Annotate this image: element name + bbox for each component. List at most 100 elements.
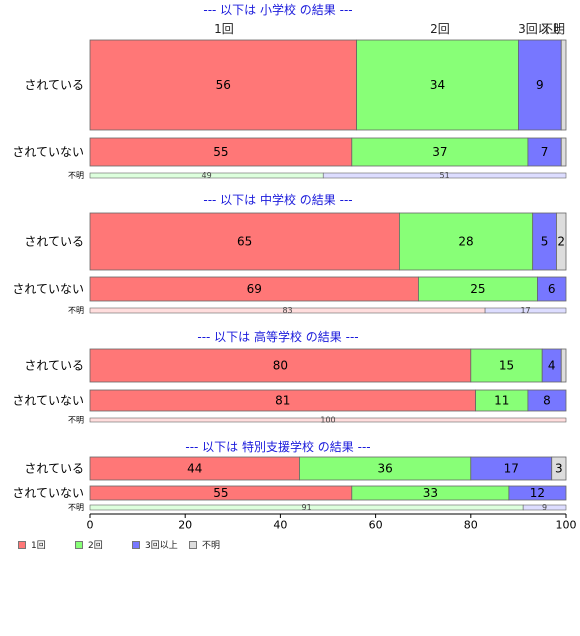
bar-segment — [398, 212, 534, 271]
data-label: 9 — [542, 503, 547, 512]
bar-row: されていない 55 37 7 — [12, 137, 567, 167]
top-label-4: 不明 — [541, 22, 565, 36]
data-label: 34 — [430, 78, 445, 92]
data-label: 15 — [499, 359, 514, 373]
top-label-2: 2回 — [430, 22, 450, 36]
data-label: 17 — [520, 306, 530, 315]
legend-item-2: 2回 — [75, 538, 132, 551]
bar-segment — [89, 348, 472, 383]
panel-title: --- 以下は 高等学校 の結果 --- — [197, 329, 358, 344]
top-label-1: 1回 — [214, 22, 234, 36]
row-label: されていない — [12, 394, 84, 408]
row-label: 不明 — [68, 306, 84, 315]
row-label: されていない — [12, 145, 84, 159]
legend-label: 2回 — [88, 541, 103, 551]
data-label: 100 — [320, 416, 335, 425]
legend-label: 3回以上 — [145, 541, 178, 551]
legend-label: 1回 — [31, 541, 46, 551]
bar-segment — [551, 456, 567, 481]
bar-segment — [356, 39, 519, 131]
data-label: 80 — [273, 359, 288, 373]
legend-label: 不明 — [202, 541, 221, 551]
data-label: 44 — [187, 462, 202, 476]
bar-segment — [522, 504, 567, 511]
bar-segment — [89, 212, 400, 271]
row-label: されている — [24, 78, 84, 92]
data-label: 4 — [548, 359, 556, 373]
bar-segment — [322, 172, 567, 179]
bar-segment — [89, 39, 357, 131]
panel-4: --- 以下は 特別支援学校 の結果 --- されている 44 36 17 3 されていない… — [12, 439, 567, 512]
unknown-row: 不明 91 9 — [68, 503, 567, 512]
data-label: 11 — [494, 394, 509, 408]
row-label: されている — [24, 235, 84, 249]
legend: 1回 2回 3回以上 不明 — [18, 538, 246, 551]
top-label-3: 3回以上 — [518, 22, 562, 36]
data-label: 8 — [543, 394, 551, 408]
data-label: 55 — [213, 145, 228, 159]
panel-title: --- 以下は 小学校 の結果 --- — [203, 2, 352, 17]
legend-item-3: 3回以上 — [132, 538, 189, 551]
data-label: 9 — [536, 78, 544, 92]
x-tick-label: 20 — [178, 519, 192, 532]
panel-1: --- 以下は 小学校 の結果 --- されている 56 34 9 されていない 55 37 7… — [12, 2, 567, 180]
legend-item-4: 不明 — [189, 538, 246, 551]
data-label: 51 — [440, 171, 450, 180]
row-label: されている — [24, 359, 84, 373]
bar-segment — [89, 417, 567, 423]
data-label: 33 — [423, 486, 438, 500]
x-tick-label: 40 — [273, 519, 287, 532]
data-label: 91 — [301, 503, 311, 512]
row-label: 不明 — [68, 503, 84, 512]
data-label: 2 — [557, 235, 565, 249]
data-label: 25 — [470, 282, 485, 296]
row-label: 不明 — [68, 171, 84, 180]
data-label: 36 — [377, 462, 392, 476]
legend-swatch — [18, 540, 26, 549]
bar-segment — [560, 137, 567, 167]
x-tick-label: 100 — [556, 519, 577, 532]
bar-segment — [556, 212, 567, 271]
bar-row: されている 44 36 17 3 — [24, 456, 567, 481]
bar-row: されている 80 15 4 — [24, 348, 567, 383]
bar-segment — [527, 389, 567, 412]
panel-title: --- 以下は 中学校 の結果 --- — [203, 192, 352, 207]
row-label: 不明 — [68, 416, 84, 425]
data-label: 55 — [213, 486, 228, 500]
panel-2: --- 以下は 中学校 の結果 --- されている 65 28 5 2 されていない 69 25… — [12, 192, 567, 315]
panel-title: --- 以下は 特別支援学校 の結果 --- — [185, 439, 370, 454]
bar-segment — [418, 276, 538, 302]
data-label: 28 — [458, 235, 473, 249]
data-label: 83 — [282, 306, 292, 315]
x-axis: 0 20 40 60 80 100 — [87, 513, 577, 532]
data-label: 69 — [247, 282, 262, 296]
bar-row: されていない 55 33 12 — [12, 485, 567, 501]
bar-segment — [560, 39, 567, 131]
bar-row: されていない 69 25 6 — [12, 276, 567, 302]
bar-segment — [351, 137, 529, 167]
bar-segment — [89, 276, 419, 302]
data-label: 81 — [275, 394, 290, 408]
bar-row: されていない 81 11 8 — [12, 389, 567, 412]
x-tick-label: 0 — [87, 519, 94, 532]
x-tick-label: 60 — [369, 519, 383, 532]
unknown-row: 不明 49 51 — [68, 171, 567, 180]
bar-segment — [484, 307, 567, 314]
data-label: 3 — [555, 462, 563, 476]
unknown-row: 不明 83 17 — [68, 306, 567, 315]
data-label: 5 — [541, 235, 549, 249]
bar-segment — [518, 39, 562, 131]
row-label: されている — [24, 462, 84, 476]
data-label: 49 — [202, 171, 212, 180]
unknown-row: 不明 100 — [68, 416, 567, 425]
legend-swatch — [189, 540, 197, 549]
bar-segment — [508, 485, 567, 501]
row-label: されていない — [12, 486, 84, 500]
legend-item-1: 1回 — [18, 538, 75, 551]
bar-segment — [527, 137, 562, 167]
x-tick-label: 80 — [464, 519, 478, 532]
